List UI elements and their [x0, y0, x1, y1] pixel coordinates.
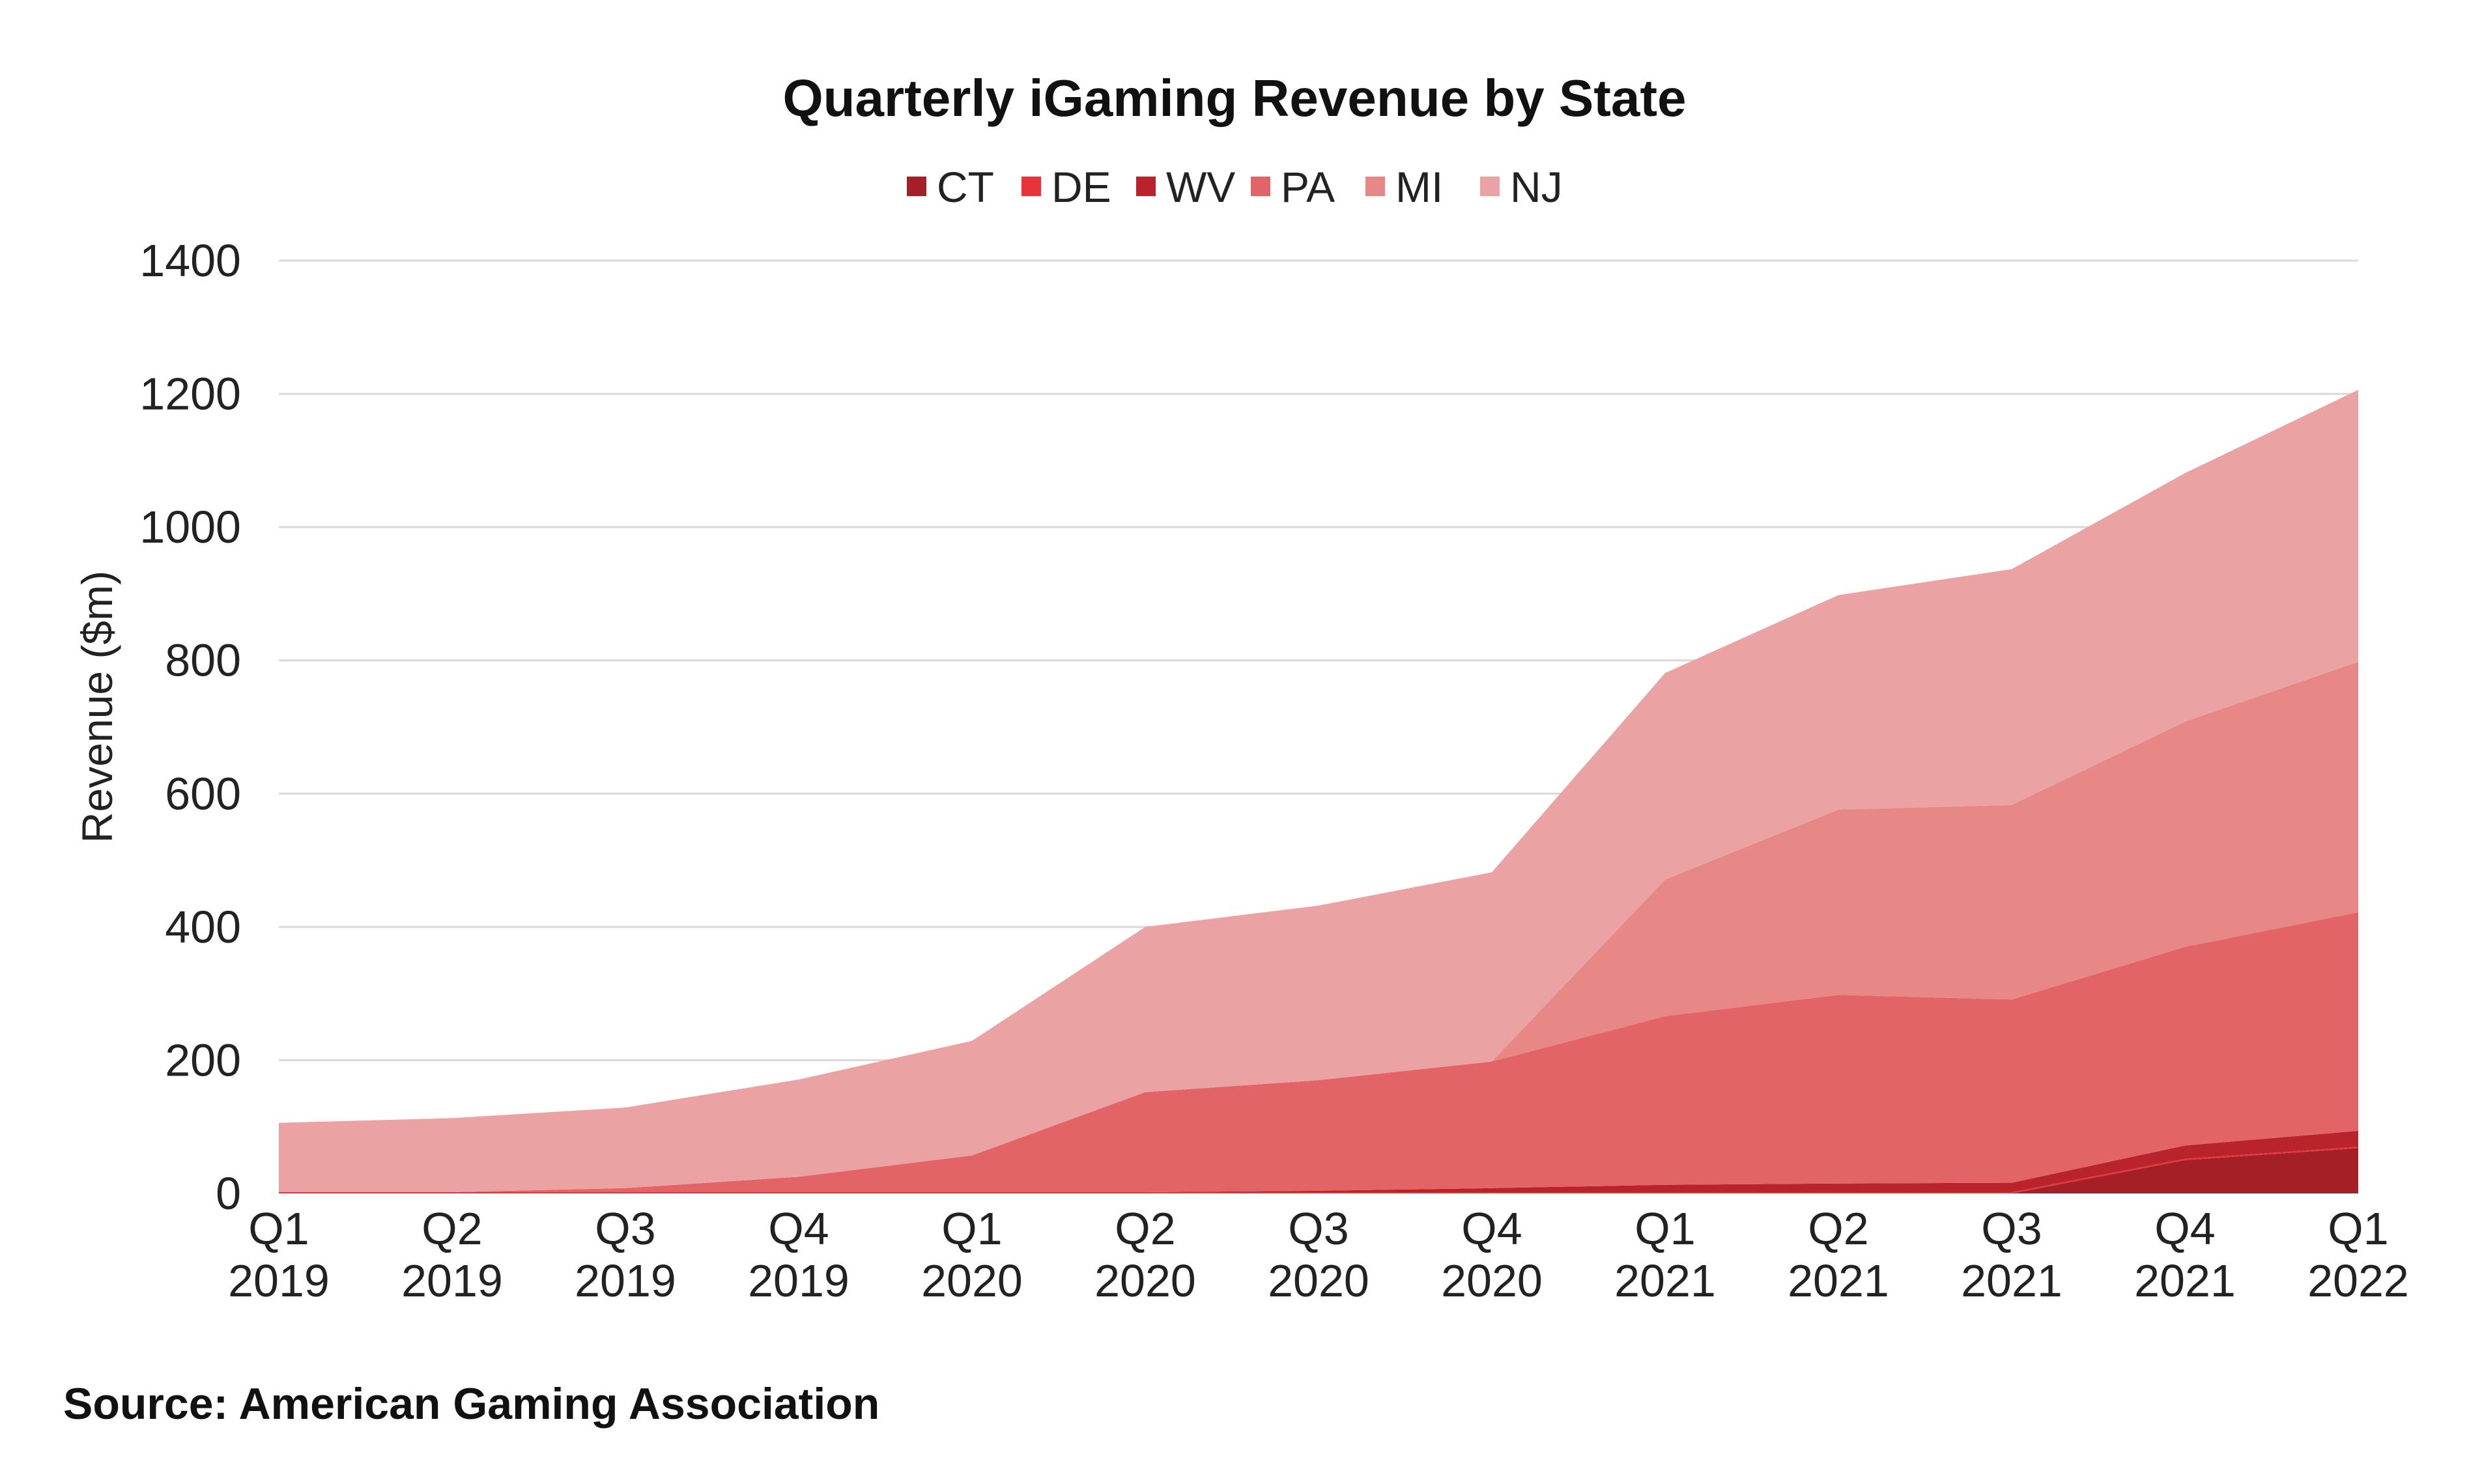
y-tick-label: 1000: [139, 502, 241, 552]
x-tick-label-quarter: Q2: [1115, 1203, 1175, 1254]
x-tick-label-quarter: Q3: [1981, 1203, 2042, 1254]
gridlines: [279, 259, 2358, 1061]
legend-swatch: [907, 177, 926, 196]
legend-item-wv: WV: [1136, 163, 1235, 211]
x-tick-label-quarter: Q4: [1461, 1203, 1522, 1254]
y-axis-title: Revenue ($m): [73, 571, 121, 843]
x-tick-label-quarter: Q2: [421, 1203, 482, 1254]
legend-swatch: [1251, 177, 1270, 196]
legend: CT DE WV PA MI NJ: [907, 163, 1563, 211]
legend-label: WV: [1166, 163, 1235, 211]
y-axis-ticks: 0 200 400 600 800 1000 1200 1400: [139, 235, 241, 1219]
x-tick-label-year: 2019: [401, 1255, 503, 1306]
x-tick-label-year: 2019: [575, 1255, 676, 1306]
x-tick-label-year: 2020: [1094, 1255, 1196, 1306]
x-tick-label-quarter: Q4: [768, 1203, 829, 1254]
x-tick-label-quarter: Q1: [1634, 1203, 1695, 1254]
x-tick-label-quarter: Q2: [1808, 1203, 1868, 1254]
y-tick-label: 600: [165, 768, 241, 819]
y-tick-label: 800: [165, 635, 241, 686]
x-tick-label-quarter: Q1: [248, 1203, 309, 1254]
legend-label: NJ: [1510, 163, 1563, 211]
y-tick-label: 1400: [139, 235, 241, 286]
area-mi: [279, 661, 2358, 1192]
x-tick-label-year: 2021: [1614, 1255, 1716, 1306]
legend-item-nj: NJ: [1480, 163, 1563, 211]
area-series: [279, 390, 2358, 1193]
chart-title: Quarterly iGaming Revenue by State: [782, 69, 1686, 127]
legend-item-mi: MI: [1365, 163, 1443, 211]
legend-swatch: [1136, 177, 1156, 196]
y-tick-label: 1200: [139, 369, 241, 420]
x-tick-label-quarter: Q3: [595, 1203, 655, 1254]
x-tick-label-year: 2020: [1268, 1255, 1369, 1306]
y-tick-label: 0: [216, 1168, 241, 1219]
legend-item-ct: CT: [907, 163, 994, 211]
x-tick-label-year: 2019: [748, 1255, 849, 1306]
x-tick-label-quarter: Q3: [1288, 1203, 1349, 1254]
legend-label: PA: [1281, 163, 1335, 211]
legend-label: MI: [1395, 163, 1443, 211]
x-tick-label-quarter: Q1: [941, 1203, 1002, 1254]
area-ct: [279, 1148, 2358, 1193]
y-tick-label: 200: [165, 1035, 241, 1085]
x-tick-label-quarter: Q4: [2154, 1203, 2215, 1254]
legend-label: DE: [1051, 163, 1111, 211]
legend-item-de: DE: [1021, 163, 1111, 211]
x-tick-label-year: 2020: [921, 1255, 1023, 1306]
x-axis-ticks: Q12019Q22019Q32019Q42019Q12020Q22020Q320…: [228, 1203, 2409, 1306]
y-tick-label: 400: [165, 902, 241, 952]
x-tick-label-year: 2021: [1788, 1255, 1889, 1306]
x-tick-label-year: 2020: [1441, 1255, 1543, 1306]
x-tick-label-year: 2019: [228, 1255, 330, 1306]
x-tick-label-year: 2021: [1961, 1255, 2062, 1306]
x-tick-label-year: 2022: [2307, 1255, 2409, 1306]
legend-swatch: [1365, 177, 1385, 196]
x-tick-label-quarter: Q1: [2328, 1203, 2388, 1254]
area-nj: [279, 390, 2358, 1192]
legend-swatch: [1021, 177, 1041, 196]
source-note: Source: American Gaming Association: [63, 1379, 879, 1429]
legend-swatch: [1480, 177, 1500, 196]
legend-item-pa: PA: [1251, 163, 1335, 211]
x-tick-label-year: 2021: [2134, 1255, 2236, 1306]
legend-label: CT: [937, 163, 994, 211]
area-pa: [279, 912, 2358, 1192]
